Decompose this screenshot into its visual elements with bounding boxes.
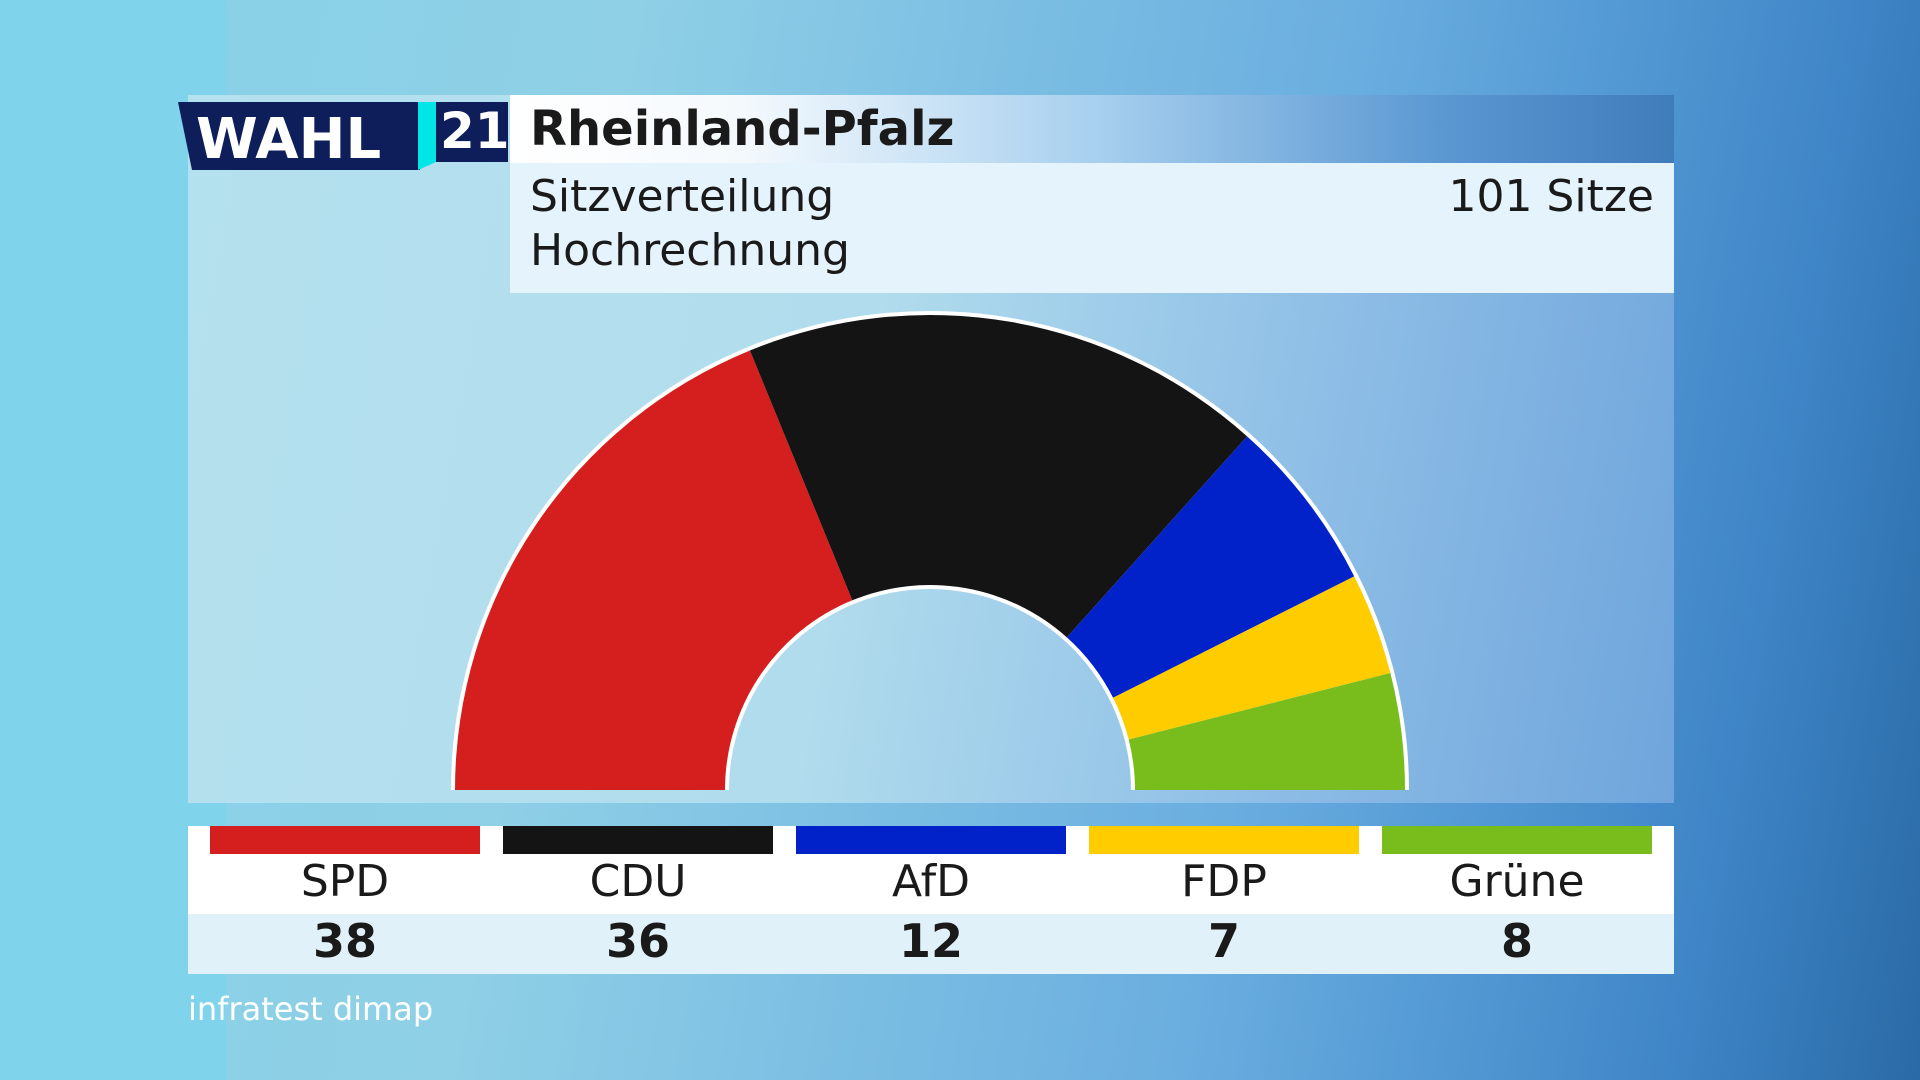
legend-swatch-fdp [1089,826,1359,854]
legend-seats-fdp: 7 [1207,914,1240,968]
total-seats: 101 Sitze [1448,171,1654,222]
seat-segment-cdu [749,315,1248,638]
legend-seats-afd: 12 [898,914,963,968]
legend-swatch-spd [210,826,480,854]
logo-wahl-shape [178,102,420,170]
title-bar: Rheinland-Pfalz [510,95,1674,163]
legend-values-row [188,914,1674,974]
subtitle-box: Sitzverteilung Hochrechnung 101 Sitze [510,163,1674,293]
subtitle-hochrechnung: Hochrechnung [530,225,850,276]
legend-party-grüne: Grüne [1449,856,1585,907]
legend-seats-grüne: 8 [1500,914,1533,968]
legend-party-fdp: FDP [1181,856,1267,907]
legend-swatch-cdu [503,826,773,854]
page-title: Rheinland-Pfalz [530,101,955,157]
legend-party-cdu: CDU [589,856,687,907]
legend-seats-spd: 38 [312,914,377,968]
legend-seats-cdu: 36 [605,914,670,968]
logo-year: 21 [440,102,508,160]
logo-word: WAHL [196,107,381,170]
seat-segment-spd [455,350,853,790]
seat-distribution-chart [451,311,1409,790]
source-label: infratest dimap [188,990,434,1028]
legend-party-afd: AfD [892,856,970,907]
wahl-logo: WAHL 21 [178,102,508,170]
subtitle-sitzverteilung: Sitzverteilung [530,171,835,222]
seat-segment-fdp [1113,576,1391,740]
logo-accent-shape [418,102,436,170]
legend-party-spd: SPD [300,856,390,907]
legend-swatch-afd [796,826,1066,854]
seat-segment-afd [1066,436,1355,698]
legend-swatch-grüne [1382,826,1652,854]
logo-year-shape [436,102,508,162]
seat-segment-grüne [1128,673,1405,790]
